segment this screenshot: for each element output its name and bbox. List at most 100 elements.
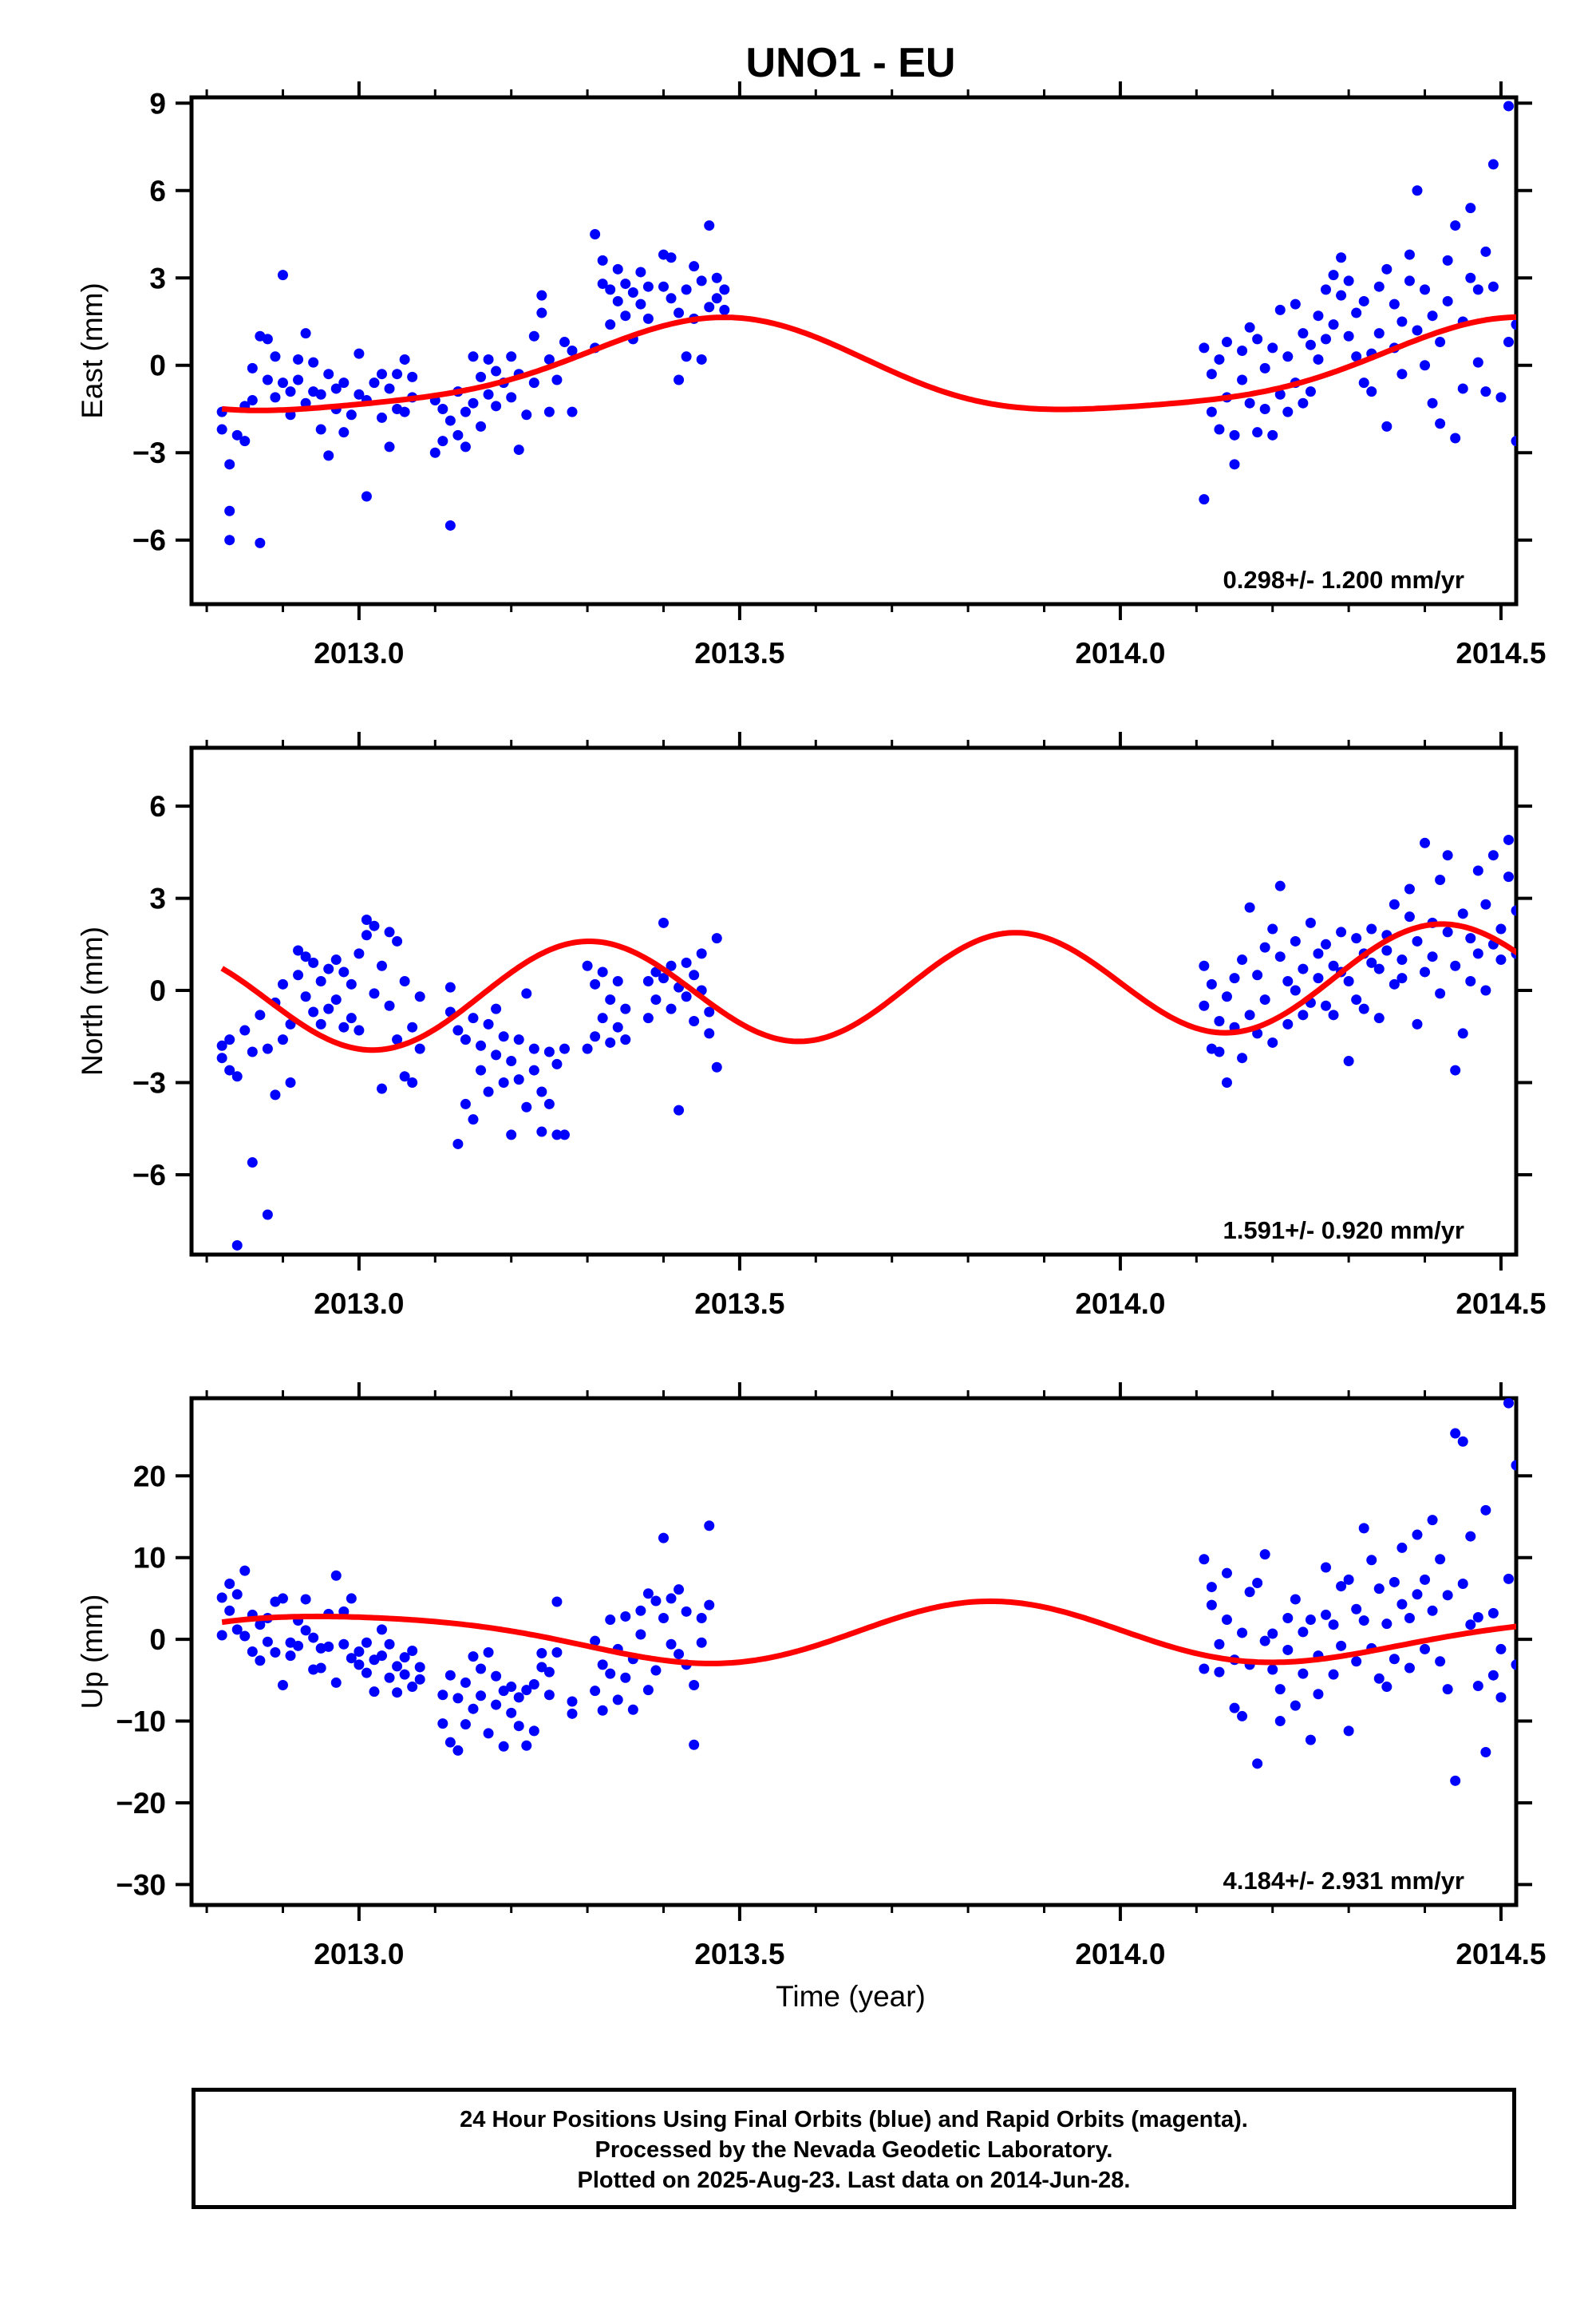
data-point: [543, 1098, 555, 1109]
data-point: [590, 1031, 601, 1042]
data-point: [1259, 942, 1270, 953]
data-point: [1298, 1668, 1309, 1679]
data-point: [1472, 1681, 1483, 1692]
data-point: [247, 1646, 258, 1657]
fit-curve: [220, 921, 1516, 1053]
data-point: [674, 374, 685, 385]
data-point: [642, 313, 654, 324]
data-point: [590, 1635, 601, 1646]
data-point: [1465, 1531, 1476, 1542]
data-point: [1237, 374, 1248, 385]
data-point: [674, 1649, 685, 1660]
data-point: [498, 1031, 509, 1042]
data-point: [315, 389, 326, 400]
x-tick-label: 2014.5: [1456, 1938, 1546, 1970]
data-point: [1336, 290, 1347, 301]
data-point: [674, 1105, 685, 1116]
data-point: [1442, 927, 1453, 938]
data-point: [1511, 1460, 1516, 1471]
data-point: [361, 491, 372, 502]
data-point: [1244, 902, 1255, 913]
data-point: [1404, 883, 1415, 895]
data-point: [620, 1003, 631, 1014]
data-point: [300, 1625, 311, 1636]
data-point: [1343, 275, 1354, 287]
data-point: [1298, 328, 1309, 339]
data-point: [506, 1682, 517, 1693]
data-point: [1336, 927, 1347, 938]
data-point: [354, 948, 365, 959]
y-tick-label: 0: [149, 974, 166, 1007]
data-point: [551, 1647, 563, 1658]
data-point: [528, 1678, 539, 1690]
data-point: [1450, 960, 1461, 971]
data-point: [1244, 397, 1255, 409]
data-point: [1351, 994, 1362, 1006]
data-point: [224, 1605, 235, 1616]
data-point: [528, 377, 539, 389]
data-point: [1199, 1554, 1210, 1565]
data-point: [255, 1655, 266, 1666]
data-point: [1373, 1673, 1385, 1684]
data-point: [323, 369, 334, 380]
data-point: [262, 334, 273, 345]
data-point: [1420, 837, 1431, 848]
data-point: [1511, 1659, 1516, 1670]
data-point: [361, 1667, 372, 1678]
data-point: [528, 1043, 539, 1054]
data-point: [1358, 377, 1369, 389]
x-tick-label: 2013.0: [314, 1938, 404, 1970]
data-point: [1206, 978, 1217, 990]
data-point: [506, 1129, 517, 1140]
data-point: [666, 293, 677, 304]
data-point: [1343, 1056, 1354, 1067]
data-point: [1480, 246, 1491, 257]
data-point: [650, 994, 662, 1006]
data-point: [1450, 220, 1461, 231]
x-tick-label: 2014.0: [1075, 1287, 1165, 1320]
data-point: [597, 966, 608, 978]
data-point: [384, 1638, 395, 1650]
data-point: [1404, 249, 1415, 260]
data-point: [255, 1010, 266, 1021]
data-point: [1305, 339, 1316, 350]
data-point: [330, 1677, 342, 1688]
data-point: [444, 415, 456, 426]
data-point: [551, 1596, 563, 1607]
data-point: [361, 915, 372, 926]
data-point: [1412, 1018, 1423, 1030]
data-point: [239, 1025, 251, 1036]
data-point: [1503, 1398, 1514, 1409]
data-point: [1480, 899, 1491, 910]
data-point: [323, 963, 334, 974]
data-point: [1328, 1010, 1339, 1021]
data-point: [1358, 1523, 1369, 1534]
data-point: [346, 1653, 357, 1664]
data-point: [476, 421, 487, 432]
data-point: [262, 1209, 273, 1220]
data-point: [1358, 1003, 1369, 1014]
data-point: [377, 960, 388, 971]
data-point: [1259, 362, 1270, 373]
data-point: [498, 1077, 509, 1088]
data-point: [1267, 342, 1278, 354]
data-point: [1495, 1643, 1507, 1654]
fit-curve: [221, 1598, 1516, 1666]
data-point: [224, 459, 235, 470]
data-point: [597, 1705, 608, 1716]
data-point: [1259, 403, 1270, 414]
data-point: [1274, 880, 1286, 891]
data-point: [719, 284, 730, 295]
data-point: [414, 1043, 425, 1054]
data-point: [1366, 1555, 1377, 1566]
data-point: [444, 982, 456, 993]
data-point: [1373, 1013, 1385, 1024]
data-point: [1381, 945, 1393, 956]
panel-2: 2013.0 2013.5 2014.0 2014.5 6 3 0 −3 −6 North (mm…: [76, 732, 1547, 1320]
data-point: [407, 1645, 418, 1656]
data-point: [399, 354, 410, 365]
data-point: [658, 973, 669, 984]
data-point: [559, 1043, 570, 1054]
data-point: [354, 1659, 365, 1670]
data-point: [460, 1098, 471, 1109]
